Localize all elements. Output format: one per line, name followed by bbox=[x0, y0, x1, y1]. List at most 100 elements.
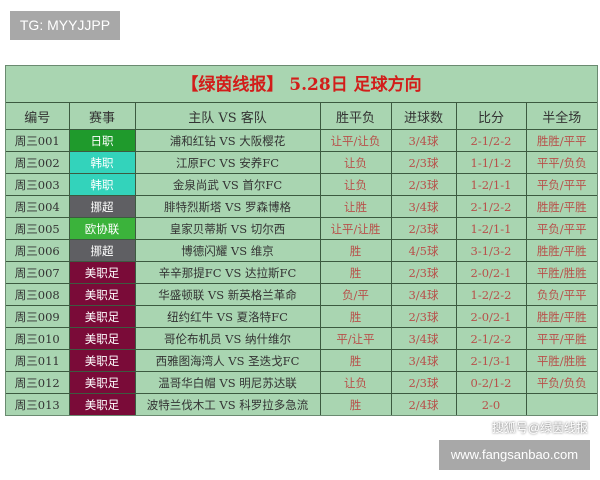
row-score: 2-0/2-1 bbox=[455, 305, 527, 328]
row-score: 2-0 bbox=[455, 393, 527, 415]
row-id: 周三010 bbox=[6, 327, 70, 350]
row-match: 西雅图海湾人 VS 圣迭戈FC bbox=[134, 349, 321, 372]
row-score: 2-1/2-2 bbox=[455, 327, 527, 350]
row-wdl: 让胜 bbox=[319, 195, 392, 218]
row-goals: 3/4球 bbox=[390, 195, 457, 218]
row-match: 纽约红牛 VS 夏洛特FC bbox=[134, 305, 321, 328]
row-score: 3-1/3-2 bbox=[455, 239, 527, 262]
row-league: 韩职 bbox=[68, 173, 136, 196]
row-match: 温哥华白帽 VS 明尼苏达联 bbox=[134, 371, 321, 394]
row-id: 周三007 bbox=[6, 261, 70, 284]
row-htft: 负负/平平 bbox=[525, 283, 597, 306]
header-htft: 半全场 bbox=[525, 103, 597, 130]
header-goals: 进球数 bbox=[390, 103, 457, 130]
table-row: 周三011 美职足 西雅图海湾人 VS 圣迭戈FC 胜 3/4球 2-1/3-1 平胜/胜胜 bbox=[6, 349, 597, 372]
table-body: 周三001 日职 浦和红钻 VS 大阪樱花 让平/让负 3/4球 2-1/2-2 胜胜/平平… bbox=[6, 129, 597, 415]
row-match: 波特兰伐木工 VS 科罗拉多急流 bbox=[134, 393, 321, 415]
row-htft: 平胜/胜胜 bbox=[525, 261, 597, 284]
row-score: 1-2/2-2 bbox=[455, 283, 527, 306]
table-row: 周三012 美职足 温哥华白帽 VS 明尼苏达联 让负 2/3球 0-2/1-2 平负/负负 bbox=[6, 371, 597, 394]
row-id: 周三002 bbox=[6, 151, 70, 174]
row-htft: 胜胜/平胜 bbox=[525, 305, 597, 328]
row-goals: 2/3球 bbox=[390, 371, 457, 394]
row-wdl: 让负 bbox=[319, 371, 392, 394]
site-badge: www.fangsanbao.com bbox=[439, 440, 590, 470]
row-wdl: 让负 bbox=[319, 173, 392, 196]
table-row: 周三007 美职足 辛辛那提FC VS 达拉斯FC 胜 2/3球 2-0/2-1 平胜/胜胜 bbox=[6, 261, 597, 284]
row-htft: 平平/平胜 bbox=[525, 327, 597, 350]
table-row: 周三006 挪超 博德闪耀 VS 维京胜 4/5球 3-1/3-2 胜胜/平胜 bbox=[6, 239, 597, 262]
row-wdl: 平/让平 bbox=[319, 327, 392, 350]
row-score: 2-1/2-2 bbox=[455, 129, 527, 152]
row-league: 美职足 bbox=[68, 349, 136, 372]
table-row: 周三010 美职足 哥伦布机员 VS 纳什维尔 平/让平 3/4球 2-1/2-2 平平/平… bbox=[6, 327, 597, 350]
header-row: 编号 赛事 主队 VS 客队 胜平负 进球数 比分 半全场 bbox=[6, 103, 597, 130]
row-goals: 2/3球 bbox=[390, 173, 457, 196]
header-score: 比分 bbox=[455, 103, 527, 130]
row-league: 韩职 bbox=[68, 151, 136, 174]
prediction-table: 编号 赛事 主队 VS 客队 胜平负 进球数 比分 半全场 周三001 日职 浦和红钻 VS 大… bbox=[6, 103, 597, 415]
header-league: 赛事 bbox=[68, 103, 136, 130]
row-htft: 平平/负负 bbox=[525, 151, 597, 174]
row-id: 周三008 bbox=[6, 283, 70, 306]
row-wdl: 胜 bbox=[319, 305, 392, 328]
row-id: 周三013 bbox=[6, 393, 70, 415]
row-htft: 平负/平平 bbox=[525, 217, 597, 240]
row-htft: 胜胜/平胜 bbox=[525, 195, 597, 218]
row-league: 挪超 bbox=[68, 239, 136, 262]
row-htft: 胜胜/平平 bbox=[525, 129, 597, 152]
row-match: 江原FC VS 安养FC bbox=[134, 151, 321, 174]
table-row: 周三003 韩职 金泉尚武 VS 首尔FC 让负 2/3球 1-2/1-1 平负/平平 bbox=[6, 173, 597, 196]
row-id: 周三005 bbox=[6, 217, 70, 240]
header-wdl: 胜平负 bbox=[319, 103, 392, 130]
row-score: 2-1/3-1 bbox=[455, 349, 527, 372]
row-wdl: 胜 bbox=[319, 393, 392, 415]
row-wdl: 让负 bbox=[319, 151, 392, 174]
row-goals: 3/4球 bbox=[390, 327, 457, 350]
row-score: 2-0/2-1 bbox=[455, 261, 527, 284]
row-score: 1-2/1-1 bbox=[455, 217, 527, 240]
row-id: 周三012 bbox=[6, 371, 70, 394]
row-score: 2-1/2-2 bbox=[455, 195, 527, 218]
prediction-table-card: 【绿茵线报】 5.28日 足球方向 编号 赛事 主队 VS 客队 胜平负 进球数 比分 半全… bbox=[5, 65, 598, 416]
row-goals: 2/3球 bbox=[390, 305, 457, 328]
row-goals: 2/3球 bbox=[390, 217, 457, 240]
table-row: 周三009 美职足 纽约红牛 VS 夏洛特FC 胜 2/3球 2-0/2-1 胜胜/平胜 bbox=[6, 305, 597, 328]
row-id: 周三003 bbox=[6, 173, 70, 196]
row-match: 金泉尚武 VS 首尔FC bbox=[134, 173, 321, 196]
table-row: 周三005 欧协联 皇家贝蒂斯 VS 切尔西 让平/让胜 2/3球 1-2/1-1 平负/平… bbox=[6, 217, 597, 240]
row-htft: 平负/负负 bbox=[525, 371, 597, 394]
row-wdl: 胜 bbox=[319, 261, 392, 284]
row-wdl: 负/平 bbox=[319, 283, 392, 306]
row-match: 博德闪耀 VS 维京 bbox=[134, 239, 321, 262]
row-score: 0-2/1-2 bbox=[455, 371, 527, 394]
row-htft: 平负/平平 bbox=[525, 173, 597, 196]
row-league: 美职足 bbox=[68, 261, 136, 284]
row-id: 周三006 bbox=[6, 239, 70, 262]
row-league: 美职足 bbox=[68, 327, 136, 350]
row-match: 腓特烈斯塔 VS 罗森博格 bbox=[134, 195, 321, 218]
row-htft: 平胜/胜胜 bbox=[525, 349, 597, 372]
tg-badge: TG: MYYJJPP bbox=[10, 11, 120, 40]
row-match: 华盛顿联 VS 新英格兰革命 bbox=[134, 283, 321, 306]
row-match: 哥伦布机员 VS 纳什维尔 bbox=[134, 327, 321, 350]
row-league: 挪超 bbox=[68, 195, 136, 218]
row-goals: 2/3球 bbox=[390, 261, 457, 284]
row-wdl: 胜 bbox=[319, 349, 392, 372]
row-wdl: 让平/让胜 bbox=[319, 217, 392, 240]
row-league: 美职足 bbox=[68, 283, 136, 306]
row-score: 1-2/1-1 bbox=[455, 173, 527, 196]
row-score: 1-1/1-2 bbox=[455, 151, 527, 174]
table-title: 【绿茵线报】 5.28日 足球方向 bbox=[6, 66, 597, 103]
row-goals: 2/3球 bbox=[390, 151, 457, 174]
row-goals: 3/4球 bbox=[390, 283, 457, 306]
row-wdl: 让平/让负 bbox=[319, 129, 392, 152]
row-id: 周三001 bbox=[6, 129, 70, 152]
row-id: 周三009 bbox=[6, 305, 70, 328]
row-id: 周三004 bbox=[6, 195, 70, 218]
row-league: 欧协联 bbox=[68, 217, 136, 240]
row-league: 美职足 bbox=[68, 393, 136, 415]
row-league: 美职足 bbox=[68, 305, 136, 328]
header-match: 主队 VS 客队 bbox=[134, 103, 321, 130]
row-htft: 胜胜/平胜 bbox=[525, 239, 597, 262]
